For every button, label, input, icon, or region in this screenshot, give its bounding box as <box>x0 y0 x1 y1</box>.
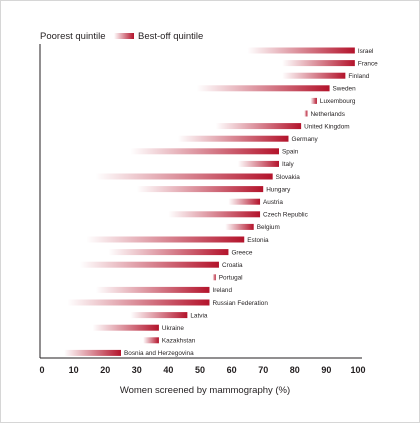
country-label: Greece <box>231 249 252 256</box>
country-label: Latvia <box>190 312 207 319</box>
range-bar <box>228 198 261 205</box>
country-label: Estonia <box>247 237 269 244</box>
x-tick-label: 100 <box>350 365 365 375</box>
range-bar <box>212 274 216 281</box>
range-bar <box>67 299 210 306</box>
range-bar <box>95 173 273 180</box>
country-label: Ireland <box>212 287 232 294</box>
x-tick-label: 60 <box>227 365 237 375</box>
range-bar <box>282 60 355 67</box>
x-tick-label: 20 <box>100 365 110 375</box>
country-label: Israel <box>358 48 374 55</box>
range-bar <box>95 286 210 293</box>
country-label: Russian Federation <box>212 300 268 307</box>
country-label: Croatia <box>222 262 243 269</box>
range-bar <box>304 110 308 117</box>
range-bar <box>247 47 355 54</box>
country-label: Finland <box>348 73 369 80</box>
country-label: United Kingdom <box>304 123 349 130</box>
legend-poorest-label: Poorest quintile <box>40 31 105 42</box>
x-tick-label: 30 <box>132 365 142 375</box>
country-label: Bosnia and Herzegovina <box>124 350 194 357</box>
range-bar <box>130 312 188 319</box>
country-label: Slovakia <box>276 174 301 181</box>
x-tick-label: 0 <box>39 365 44 375</box>
range-bar <box>310 97 317 104</box>
country-label: Hungary <box>266 186 291 193</box>
country-label: Austria <box>263 199 283 206</box>
legend: Poorest quintile Best-off quintile <box>40 31 203 42</box>
range-bar <box>237 160 279 167</box>
x-axis-ticks: 0 10 20 30 40 50 60 70 80 90 100 <box>39 365 365 375</box>
country-label: Sweden <box>333 86 357 93</box>
country-label: Italy <box>282 161 295 168</box>
country-label: France <box>358 60 378 67</box>
x-tick-label: 50 <box>195 365 205 375</box>
legend-best-label: Best-off quintile <box>138 31 203 42</box>
range-bar <box>136 186 264 193</box>
range-bar <box>108 249 229 256</box>
x-tick-label: 40 <box>163 365 173 375</box>
country-label: Netherlands <box>310 111 344 118</box>
range-bar <box>86 236 245 243</box>
range-bar <box>168 211 261 218</box>
x-axis-title: Women screened by mammography (%) <box>120 385 290 396</box>
range-bar <box>196 85 330 92</box>
range-bar <box>215 123 302 130</box>
country-label: Belgium <box>257 224 280 231</box>
x-tick-label: 90 <box>321 365 331 375</box>
range-bar <box>64 349 121 356</box>
country-label: Spain <box>282 149 299 156</box>
country-label: Kazakhstan <box>162 338 196 345</box>
x-tick-label: 70 <box>258 365 268 375</box>
country-label: Luxembourg <box>320 98 356 105</box>
range-bar <box>79 261 219 268</box>
range-bar <box>130 148 279 155</box>
legend-swatch <box>114 33 134 39</box>
country-label: Ukraine <box>162 325 184 332</box>
range-bar <box>92 324 159 331</box>
bars: Israel France Finland Sweden Luxembourg Nethe… <box>64 47 378 357</box>
country-label: Portugal <box>219 275 243 282</box>
range-bar <box>282 72 346 79</box>
range-bar <box>225 223 254 230</box>
country-label: Germany <box>291 136 318 143</box>
x-tick-label: 80 <box>290 365 300 375</box>
range-bar <box>177 135 289 142</box>
country-label: Czech Republic <box>263 212 309 219</box>
range-bar <box>143 337 159 344</box>
x-tick-label: 10 <box>69 365 79 375</box>
